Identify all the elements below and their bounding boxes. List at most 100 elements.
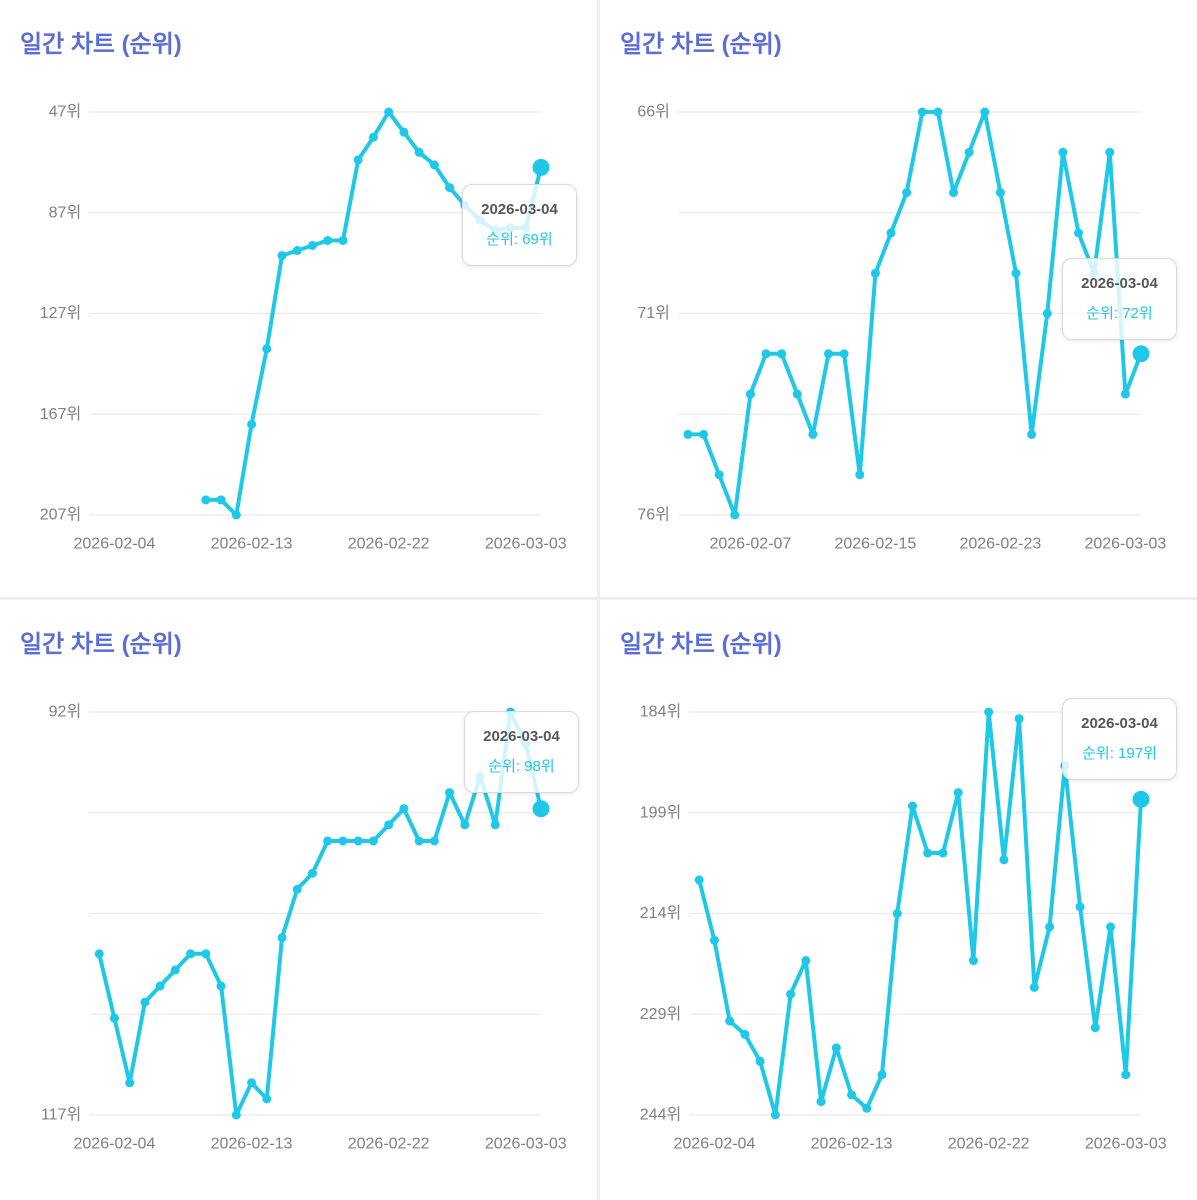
- data-point[interactable]: [1106, 922, 1116, 932]
- data-point[interactable]: [277, 933, 287, 943]
- data-point[interactable]: [201, 495, 211, 505]
- data-point[interactable]: [907, 801, 917, 811]
- data-point[interactable]: [231, 510, 241, 520]
- data-point[interactable]: [777, 349, 787, 359]
- data-point[interactable]: [277, 251, 287, 261]
- data-point[interactable]: [862, 1103, 872, 1113]
- rank-line-chart[interactable]: 47위 87위 127위 167위 207위 2026-02-04 2026-02-13 20…: [0, 0, 597, 597]
- data-point[interactable]: [1011, 268, 1021, 278]
- data-point[interactable]: [353, 836, 363, 846]
- data-point[interactable]: [923, 848, 933, 858]
- data-point[interactable]: [714, 470, 724, 480]
- data-point[interactable]: [917, 107, 927, 117]
- data-point[interactable]: [984, 707, 994, 717]
- data-point[interactable]: [999, 855, 1009, 865]
- data-point[interactable]: [216, 981, 226, 991]
- highlight-point[interactable]: [532, 158, 550, 176]
- data-point[interactable]: [262, 344, 272, 354]
- rank-line-chart[interactable]: 66위 71위 76위 2026-02-07 2026-02-15 2026-02-23 2…: [600, 0, 1197, 597]
- data-point[interactable]: [847, 1090, 857, 1100]
- data-point[interactable]: [886, 228, 896, 238]
- data-point[interactable]: [353, 155, 363, 165]
- data-point[interactable]: [307, 868, 317, 878]
- rank-line-chart[interactable]: 184위 199위 214위 229위 244위 2026-02-04 2026-02-13…: [600, 600, 1197, 1200]
- data-point[interactable]: [761, 349, 771, 359]
- data-point[interactable]: [831, 1043, 841, 1053]
- data-point[interactable]: [855, 470, 865, 480]
- data-point[interactable]: [338, 235, 348, 245]
- data-point[interactable]: [755, 1056, 765, 1066]
- data-point[interactable]: [429, 160, 439, 170]
- data-point[interactable]: [745, 389, 755, 399]
- data-point[interactable]: [699, 429, 709, 439]
- data-point[interactable]: [801, 956, 811, 966]
- data-point[interactable]: [968, 956, 978, 966]
- data-point[interactable]: [730, 510, 740, 520]
- highlight-point[interactable]: [532, 800, 550, 818]
- data-point[interactable]: [399, 804, 409, 814]
- data-point[interactable]: [429, 836, 439, 846]
- data-point[interactable]: [877, 1070, 887, 1080]
- data-point[interactable]: [201, 949, 211, 959]
- data-point[interactable]: [399, 127, 409, 137]
- data-point[interactable]: [683, 429, 693, 439]
- highlight-point[interactable]: [1132, 790, 1150, 808]
- highlight-point[interactable]: [1132, 345, 1150, 363]
- data-point[interactable]: [1075, 902, 1085, 912]
- data-point[interactable]: [1074, 228, 1084, 238]
- data-point[interactable]: [1029, 982, 1039, 992]
- data-point[interactable]: [292, 246, 302, 256]
- data-point[interactable]: [1045, 922, 1055, 932]
- data-point[interactable]: [94, 949, 104, 959]
- data-point[interactable]: [1027, 429, 1037, 439]
- data-point[interactable]: [694, 875, 704, 885]
- data-point[interactable]: [231, 1110, 241, 1120]
- data-point[interactable]: [247, 419, 257, 429]
- data-point[interactable]: [216, 495, 226, 505]
- data-point[interactable]: [1120, 389, 1130, 399]
- data-point[interactable]: [770, 1110, 780, 1120]
- data-point[interactable]: [949, 188, 959, 198]
- data-point[interactable]: [384, 820, 394, 830]
- data-point[interactable]: [323, 235, 333, 245]
- data-point[interactable]: [725, 1016, 735, 1026]
- data-point[interactable]: [155, 981, 165, 991]
- data-point[interactable]: [808, 429, 818, 439]
- data-point[interactable]: [816, 1097, 826, 1107]
- data-point[interactable]: [1090, 1023, 1100, 1033]
- data-point[interactable]: [338, 836, 348, 846]
- data-point[interactable]: [839, 349, 849, 359]
- data-point[interactable]: [786, 989, 796, 999]
- data-point[interactable]: [892, 909, 902, 918]
- data-point[interactable]: [938, 848, 948, 858]
- data-point[interactable]: [953, 788, 963, 798]
- data-point[interactable]: [870, 268, 880, 278]
- data-point[interactable]: [1121, 1070, 1131, 1080]
- data-point[interactable]: [1042, 309, 1052, 318]
- data-point[interactable]: [414, 147, 424, 157]
- data-point[interactable]: [170, 965, 180, 975]
- data-point[interactable]: [1014, 714, 1024, 724]
- data-point[interactable]: [964, 147, 974, 157]
- data-point[interactable]: [247, 1078, 257, 1088]
- data-point[interactable]: [368, 132, 378, 142]
- data-point[interactable]: [1105, 147, 1115, 157]
- data-point[interactable]: [307, 240, 317, 250]
- data-point[interactable]: [125, 1078, 135, 1088]
- data-point[interactable]: [140, 997, 150, 1007]
- data-point[interactable]: [824, 349, 834, 359]
- data-point[interactable]: [445, 183, 455, 193]
- data-point[interactable]: [1058, 147, 1068, 157]
- data-point[interactable]: [902, 188, 912, 198]
- data-point[interactable]: [323, 836, 333, 846]
- data-point[interactable]: [792, 389, 802, 399]
- data-point[interactable]: [292, 884, 302, 894]
- data-point[interactable]: [740, 1029, 750, 1039]
- data-point[interactable]: [709, 935, 719, 945]
- data-point[interactable]: [995, 188, 1005, 198]
- data-point[interactable]: [109, 1013, 119, 1023]
- data-point[interactable]: [445, 788, 455, 798]
- data-point[interactable]: [933, 107, 943, 117]
- data-point[interactable]: [490, 820, 500, 830]
- rank-line-chart[interactable]: 92위 117위 2026-02-04 2026-02-13 2026-02-22 202…: [0, 600, 597, 1200]
